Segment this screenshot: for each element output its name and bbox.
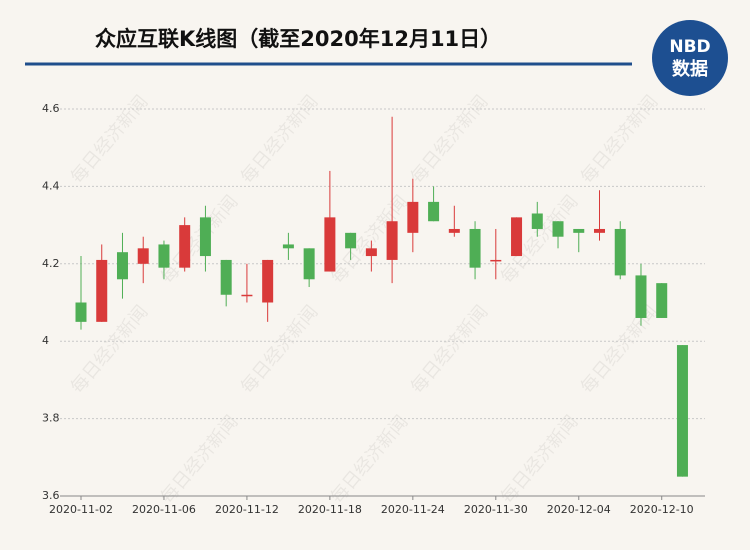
candle-body [531, 213, 543, 229]
logo [652, 20, 728, 96]
candle-body [241, 294, 253, 297]
candle-body [199, 217, 211, 257]
y-tick-label: 3.8 [42, 412, 60, 425]
plot: 3.6 3.8 4 4.2 4.4 4.6 2020-11-02 2020-11-06 2020… [42, 102, 705, 516]
logo-bottom: 数据 [672, 58, 708, 80]
candle-body [324, 217, 336, 272]
candle-body [635, 275, 647, 318]
candle-body [428, 201, 440, 222]
candle-body [656, 283, 668, 318]
x-tick-label: 2020-12-10 [630, 503, 694, 516]
y-tick-label: 3.6 [42, 489, 60, 502]
chart-title: 众应互联K线图（截至2020年12月11日） [95, 27, 501, 51]
candle-body [448, 228, 460, 233]
x-tick-label: 2020-11-12 [215, 503, 279, 516]
candle-body [407, 201, 419, 233]
candle-body [573, 228, 585, 233]
y-tick-label: 4.6 [42, 102, 60, 115]
candle-body [614, 228, 626, 276]
candle-body [511, 217, 523, 257]
candle-body [676, 345, 688, 477]
x-tick-label: 2020-11-06 [132, 503, 196, 516]
candle-body [594, 228, 605, 233]
candle-body [116, 252, 128, 280]
candle-body [75, 302, 87, 322]
x-tick-label: 2020-11-18 [298, 503, 362, 516]
candle-body [137, 248, 149, 264]
candle-body [386, 221, 398, 260]
y-tick-label: 4.2 [42, 257, 60, 270]
logo-top: NBD [669, 37, 710, 57]
candle-body [179, 225, 191, 268]
candle-body [282, 244, 294, 249]
y-tick-label: 4 [42, 334, 49, 347]
candle-body [345, 232, 357, 249]
candle-body [220, 259, 232, 295]
x-tick-label: 2020-11-02 [49, 503, 113, 516]
y-tick-label: 4.4 [42, 179, 60, 192]
candle-body [469, 228, 481, 268]
candle-body [552, 221, 564, 237]
candle-body [365, 248, 377, 257]
candle-body [303, 248, 315, 280]
x-tick-label: 2020-12-04 [547, 503, 611, 516]
candle-body [96, 259, 108, 322]
x-tick-label: 2020-11-30 [464, 503, 528, 516]
candle-body [262, 259, 274, 303]
candle-body [158, 244, 170, 268]
candle-body [490, 259, 502, 262]
x-tick-label: 2020-11-24 [381, 503, 445, 516]
